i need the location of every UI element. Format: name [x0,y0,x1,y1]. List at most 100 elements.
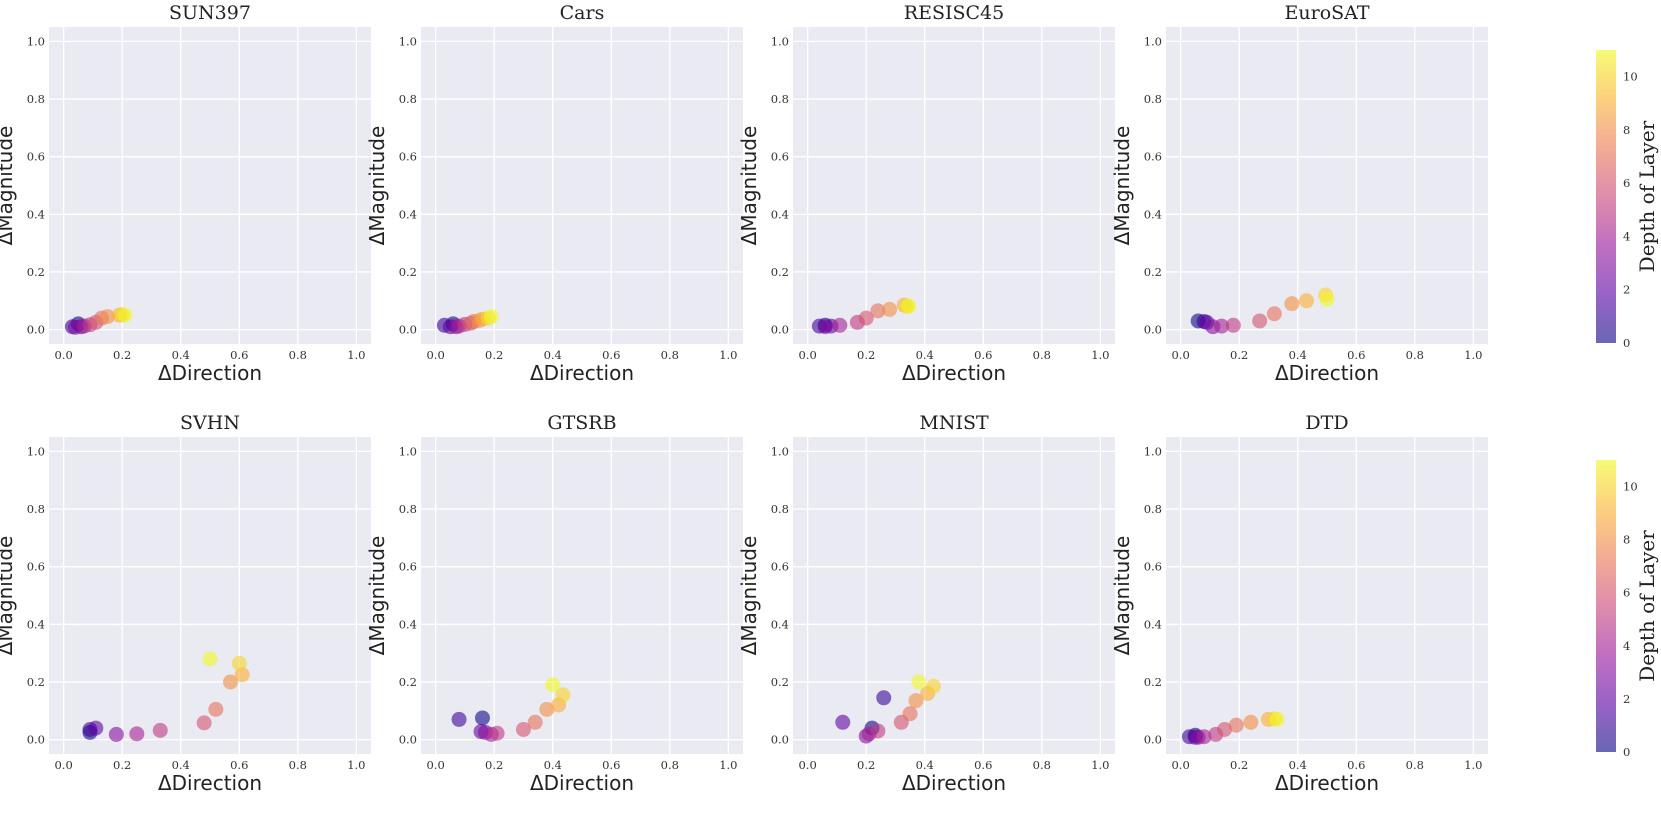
x-tick-label: 0.0 [426,758,444,772]
x-axis-label: ΔDirection [158,771,262,795]
y-tick-label: 0.2 [399,675,417,689]
x-tick-label: 0.0 [54,348,72,362]
y-tick-label: 0.8 [1144,92,1162,106]
colorbar-tick-label: 4 [1623,639,1630,653]
colorbar-tick-label: 10 [1623,480,1638,494]
data-point [1284,296,1300,312]
panel-dtd: 0.0 0.0 0.2 0.2 0.4 0.4 0.6 0.6 0.8 0.8 1.0 1.0 DTD Δ… [1110,412,1488,795]
x-tick-label: 0.8 [1033,758,1051,772]
data-point [88,720,104,736]
y-axis-label: ΔMagnitude [0,126,17,246]
data-point [208,701,224,717]
data-point [202,651,218,667]
plot-area [49,27,371,344]
y-tick-label: 0.0 [771,323,789,337]
x-tick-label: 0.6 [974,758,992,772]
x-tick-label: 0.6 [1347,758,1365,772]
data-point [870,723,886,739]
y-tick-label: 1.0 [399,34,417,48]
x-tick-label: 0.4 [916,758,934,772]
y-tick-label: 0.2 [771,675,789,689]
x-tick-label: 0.4 [544,348,562,362]
x-tick-label: 1.0 [719,758,737,772]
panel-mnist: 0.0 0.0 0.2 0.2 0.4 0.4 0.6 0.6 0.8 0.8 1.0 1.0 MNIS… [737,412,1115,795]
data-point [527,714,543,730]
y-tick-label: 0.4 [399,617,417,631]
y-tick-label: 0.6 [771,560,789,574]
plot-area [793,437,1115,754]
panel-svhn: 0.0 0.0 0.2 0.2 0.4 0.4 0.6 0.6 0.8 0.8 1.0 1.0 SVHN… [0,412,371,795]
plot-area [421,27,743,344]
x-tick-label: 0.6 [974,348,992,362]
colorbar-tick-label: 2 [1623,283,1630,297]
x-tick-label: 0.0 [54,758,72,772]
y-tick-label: 0.8 [399,92,417,106]
data-point [474,710,490,726]
x-tick-label: 0.8 [1033,348,1051,362]
colorbar-tick-label: 0 [1623,336,1630,350]
data-point [1217,722,1233,738]
y-tick-label: 0.4 [399,207,417,221]
x-tick-label: 0.4 [172,758,190,772]
y-tick-label: 0.6 [1144,560,1162,574]
data-point [876,690,892,706]
y-tick-label: 0.2 [1144,675,1162,689]
data-point [817,319,833,335]
x-tick-label: 0.2 [1230,348,1248,362]
panel-title: GTSRB [547,412,616,434]
colorbar-tick-label: 6 [1623,176,1630,190]
x-axis-label: ΔDirection [902,771,1006,795]
data-point [129,726,145,742]
data-point [908,693,924,709]
y-tick-label: 1.0 [1144,444,1162,458]
x-axis-label: ΔDirection [530,771,634,795]
x-tick-label: 0.2 [113,348,131,362]
y-axis-label: ΔMagnitude [1110,536,1134,656]
data-point [100,309,116,325]
data-point [1269,711,1285,727]
colorbar-tick-label: 4 [1623,229,1630,243]
y-tick-label: 0.4 [771,617,789,631]
y-tick-label: 1.0 [27,34,45,48]
y-tick-label: 0.4 [27,617,45,631]
colorbar-label: Depth of Layer [1635,120,1659,272]
panel-sun397: 0.0 0.0 0.2 0.2 0.4 0.4 0.6 0.6 0.8 0.8 1.0 1.0 SUN3… [0,2,371,385]
x-axis-label: ΔDirection [1275,361,1379,385]
x-tick-label: 1.0 [1091,348,1109,362]
x-tick-label: 0.0 [1171,348,1189,362]
x-tick-label: 1.0 [1464,348,1482,362]
data-point [483,309,499,325]
x-tick-label: 1.0 [1464,758,1482,772]
y-tick-label: 0.8 [1144,502,1162,516]
data-point [1252,313,1268,329]
x-tick-label: 0.8 [1406,348,1424,362]
data-point [882,301,898,317]
panel-title: SUN397 [169,2,251,24]
colorbar-tick-label: 0 [1623,745,1630,759]
x-tick-label: 1.0 [347,348,365,362]
plot-area [49,437,371,754]
colorbar-tick-label: 2 [1623,692,1630,706]
y-tick-label: 0.2 [27,675,45,689]
x-tick-label: 0.8 [289,758,307,772]
colorbar-tick-label: 8 [1623,123,1630,137]
panel-resisc45: 0.0 0.0 0.2 0.2 0.4 0.4 0.6 0.6 0.8 0.8 1.0 1.0 RESI… [737,2,1115,385]
x-tick-label: 1.0 [1091,758,1109,772]
data-point [152,722,168,738]
x-tick-label: 0.0 [1171,758,1189,772]
x-tick-label: 0.4 [172,348,190,362]
x-tick-label: 0.0 [426,348,444,362]
data-point [870,303,886,319]
y-tick-label: 1.0 [1144,34,1162,48]
y-axis-label: ΔMagnitude [737,126,761,246]
x-tick-label: 0.4 [544,758,562,772]
panel-cars: 0.0 0.0 0.2 0.2 0.4 0.4 0.6 0.6 0.8 0.8 1.0 1.0 Cars… [365,2,743,385]
y-axis-label: ΔMagnitude [365,126,389,246]
y-tick-label: 0.8 [771,92,789,106]
data-point [545,677,561,693]
data-point [234,667,250,683]
x-axis-label: ΔDirection [530,361,634,385]
x-tick-label: 0.8 [289,348,307,362]
data-point [835,714,851,730]
data-point [1299,293,1315,309]
